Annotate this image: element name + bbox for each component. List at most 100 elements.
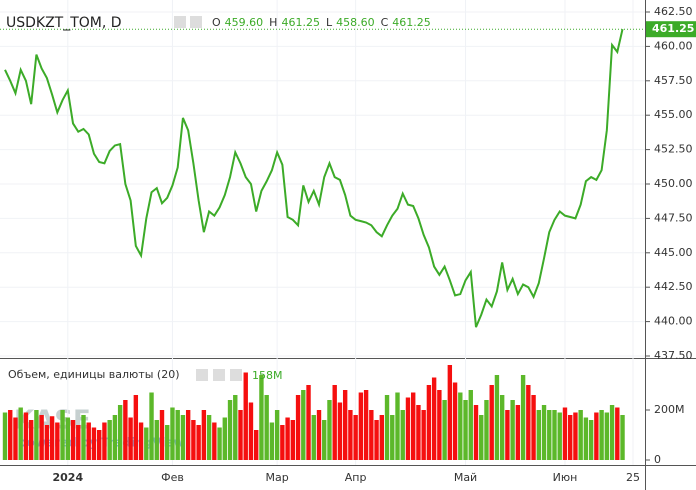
volume-bar [531,395,536,460]
volume-bar [117,405,123,460]
volume-bar [280,425,285,460]
volume-bar [363,390,369,460]
volume-bar [76,425,81,460]
volume-bar [254,430,259,460]
ohlc-value: 458.60 [336,16,375,29]
volume-bar [65,417,70,460]
volume-bar [369,410,374,460]
y-tick-label: 442.50 [654,280,693,293]
volume-bar [107,420,112,460]
volume-bar [615,407,620,460]
volume-bar [248,402,254,460]
volume-bar [578,410,583,460]
volume-bar [264,395,269,460]
volume-bar [552,410,557,460]
volume-bar [191,420,196,460]
settings-icon[interactable] [213,369,225,381]
price-line [4,28,624,328]
symbol-title: USDKZT_TOM, D [6,15,122,31]
volume-bar [185,410,191,460]
y-tick-label: 452.50 [654,143,693,156]
volume-bar [463,400,468,460]
volume-bar [473,405,479,460]
header: USDKZT_TOM, D O 459.60 H 461.25 L 458.60 C 461.… [6,15,431,382]
volume-bar [489,385,494,460]
volume-bar [342,390,348,460]
volume-bar [201,410,207,460]
volume-bar [327,400,332,460]
volume-bar [165,425,170,460]
volume-bar [295,395,301,460]
volume-bar [222,417,227,460]
volume-bar [60,410,65,460]
eye-icon[interactable] [196,369,208,381]
volume-bar [138,422,144,460]
settings-icon[interactable] [190,16,202,28]
volume-bar [227,400,233,460]
volume-bar [285,417,290,460]
volume-bar [243,372,248,460]
volume-bar [13,417,18,460]
y-tick-label: 457.50 [654,74,693,87]
x-tick-label: 2024 [52,471,83,484]
x-tick-label: Июн [553,471,578,484]
y-tick-label: 437.50 [654,349,693,362]
volume-bar [123,400,128,460]
volume-bar [353,415,358,460]
volume-bar [421,410,426,460]
y-tick-label: 440.00 [654,315,693,328]
volume-bar [238,410,243,460]
x-tick-label: Май [454,471,477,484]
volume-bar [39,415,44,460]
volume-bar [217,427,222,460]
volume-bar [379,415,384,460]
volume-bar [452,382,458,460]
y-tick-label: 200M [654,403,685,416]
volume-bar [609,405,615,460]
volume-bar [499,395,505,460]
volume-bar [348,410,353,460]
volume-bar [588,420,594,460]
volume-bar [437,390,442,460]
volume-bar [568,415,573,460]
eye-icon[interactable] [174,16,186,28]
volume-bar [206,415,212,460]
volume-bar [49,416,55,460]
volume-bar [442,400,447,460]
volume-bar [536,410,541,460]
y-tick-label: 0 [654,453,661,466]
x-tick-label: Мар [266,471,289,484]
volume-ma-value: 158M [252,369,283,382]
volume-bar [458,392,463,460]
y-tick-label: 462.50 [654,5,693,18]
volume-bar [212,422,217,460]
volume-bar [269,422,275,460]
volume-bar [70,420,76,460]
volume-bar [128,417,133,460]
volume-bar [594,412,599,460]
y-tick-label: 455.00 [654,108,693,121]
volume-bar [23,412,29,460]
close-icon[interactable] [230,369,242,381]
volume-bar [395,392,400,460]
volume-bar [547,410,552,460]
volume-bar [332,385,337,460]
volume-bar [274,410,280,460]
volume-bar [112,415,118,460]
ohlc-key: C [381,16,389,29]
ohlc-value: 461.25 [392,16,431,29]
ohlc-key: H [269,16,277,29]
volume-bar [374,420,379,460]
volume-bar [180,415,186,460]
volume-bar [28,420,34,460]
volume-bar [358,392,364,460]
volume-bar [426,385,432,460]
y-tick-label: 447.50 [654,211,693,224]
volume-bar [510,400,515,460]
x-tick-label: Апр [345,471,367,484]
volume-bar [233,395,238,460]
volume-title: Объем, единицы валюты (20) [8,368,180,381]
